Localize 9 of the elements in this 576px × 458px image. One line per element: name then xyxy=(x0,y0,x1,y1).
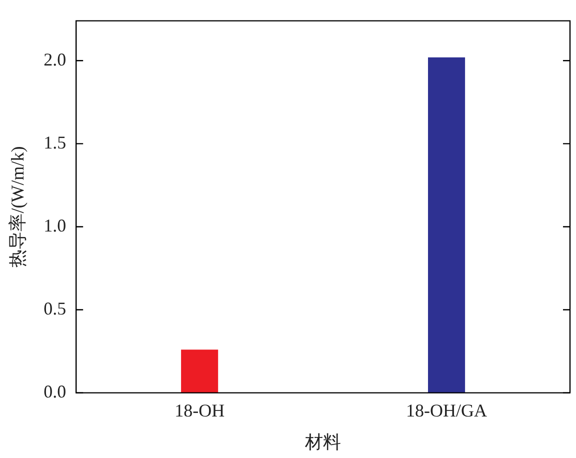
x-axis-title: 材料 xyxy=(304,432,342,452)
y-axis-title: 热导率/(W/m/k) xyxy=(8,146,28,268)
y-tick-label: 2.0 xyxy=(44,49,66,70)
x-tick-label: 18-OH xyxy=(174,400,225,420)
y-tick-label: 1.5 xyxy=(44,132,66,152)
y-tick-label: 0.5 xyxy=(44,298,66,318)
y-tick-label: 0.0 xyxy=(44,382,66,402)
y-tick-label: 1.0 xyxy=(44,215,66,236)
x-tick-label: 18-OH/GA xyxy=(406,400,488,420)
